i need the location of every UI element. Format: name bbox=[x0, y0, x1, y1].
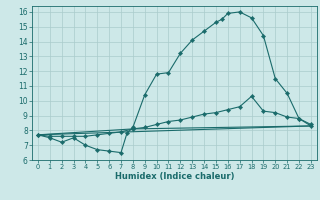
X-axis label: Humidex (Indice chaleur): Humidex (Indice chaleur) bbox=[115, 172, 234, 181]
